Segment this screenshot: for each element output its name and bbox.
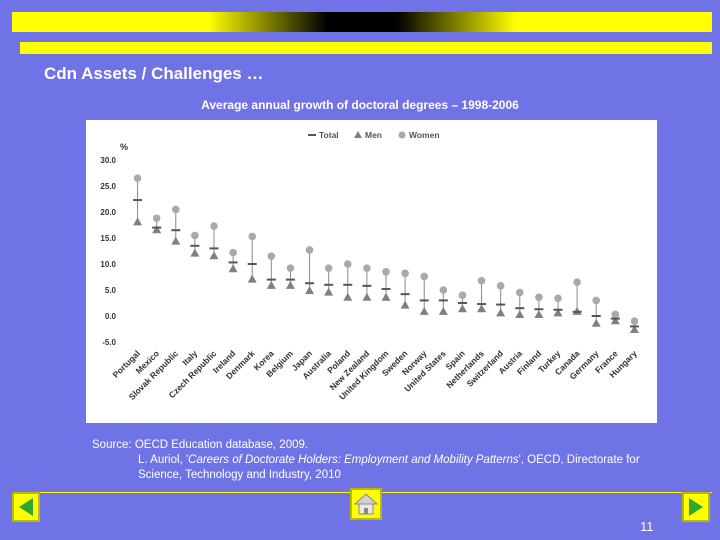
women-point xyxy=(152,214,161,223)
men-point xyxy=(629,325,639,334)
women-point xyxy=(515,288,524,297)
women-point xyxy=(401,269,409,278)
men-point xyxy=(285,280,295,289)
men-point xyxy=(457,304,467,313)
y-tick-label: 10.0 xyxy=(100,260,116,269)
source-line-1: Source: OECD Education database, 2009. xyxy=(92,439,309,451)
next-slide-button[interactable] xyxy=(682,492,710,522)
y-tick-label: 25.0 xyxy=(100,182,116,191)
men-point xyxy=(305,286,315,295)
men-point xyxy=(381,292,391,301)
women-point xyxy=(420,272,429,281)
women-point xyxy=(477,276,486,285)
women-point xyxy=(229,248,237,257)
women-point xyxy=(133,174,142,182)
arrow-right-icon xyxy=(689,498,703,516)
women-point xyxy=(267,252,276,260)
top-decorative-bar xyxy=(12,12,712,32)
doctoral-growth-chart: % 30.0 25.0 20.0 15.0 10.0 5.0 0.0 -5.0 Total Men W… xyxy=(100,130,639,402)
women-point xyxy=(191,231,199,240)
y-tick-label: 20.0 xyxy=(100,208,116,217)
y-axis-unit-label: % xyxy=(120,142,128,152)
men-point xyxy=(247,274,257,283)
men-point xyxy=(496,308,506,317)
y-tick-label: -5.0 xyxy=(102,338,116,347)
women-point xyxy=(630,317,639,325)
women-point xyxy=(535,293,543,302)
arrow-left-icon xyxy=(19,498,33,516)
source-line-2-suffix: ', OECD, Directorate for xyxy=(518,454,640,466)
legend-label: Women xyxy=(409,130,440,140)
women-point xyxy=(324,264,333,272)
men-point xyxy=(477,304,487,313)
source-line-2-prefix: L. Auriol, ' xyxy=(138,454,189,466)
men-point xyxy=(591,318,601,327)
men-point xyxy=(610,316,620,325)
women-point xyxy=(171,205,180,214)
legend-women-marker xyxy=(398,131,406,139)
men-point xyxy=(266,280,276,289)
page-number: 11 xyxy=(640,519,654,534)
slide-title: Cdn Assets / Challenges … xyxy=(44,64,264,83)
home-icon xyxy=(353,493,379,515)
men-point xyxy=(515,309,525,318)
men-point xyxy=(324,287,334,296)
women-point xyxy=(496,282,505,290)
source-note: Source: OECD Education database, 2009. L… xyxy=(92,438,640,483)
women-point xyxy=(363,264,371,272)
men-point xyxy=(419,306,429,315)
women-point xyxy=(611,310,620,319)
men-point xyxy=(553,308,563,317)
women-point xyxy=(305,246,314,254)
y-tick-label: 0.0 xyxy=(105,312,117,321)
women-point xyxy=(286,264,295,272)
men-point xyxy=(152,225,162,234)
men-point xyxy=(362,292,372,301)
men-point xyxy=(171,236,181,245)
men-point xyxy=(133,217,143,226)
y-tick-label: 15.0 xyxy=(100,234,116,243)
men-point xyxy=(209,251,219,260)
women-point xyxy=(573,278,581,286)
source-line-3: Science, Technology and Industry, 2010 xyxy=(138,469,341,481)
women-point xyxy=(382,268,390,276)
men-point xyxy=(534,309,544,318)
men-point xyxy=(190,248,200,257)
legend-label: Men xyxy=(365,130,382,140)
legend-men-marker xyxy=(354,131,362,138)
women-point xyxy=(458,291,467,299)
chart-title: Average annual growth of doctoral degree… xyxy=(201,98,519,112)
source-line-2: L. Auriol, 'Careers of Doctorate Holders… xyxy=(92,453,640,468)
women-point xyxy=(210,222,218,230)
previous-slide-button[interactable] xyxy=(12,492,40,522)
home-button[interactable] xyxy=(350,488,382,520)
men-point xyxy=(438,306,448,315)
legend-label: Total xyxy=(319,130,339,140)
source-line-2-italic: Careers of Doctorate Holders: Employment… xyxy=(188,454,519,466)
men-point xyxy=(228,264,238,273)
men-point xyxy=(400,300,410,309)
y-tick-label: 30.0 xyxy=(100,156,116,165)
secondary-decorative-bar xyxy=(20,42,712,54)
women-point xyxy=(592,296,601,305)
chart-panel: % 30.0 25.0 20.0 15.0 10.0 5.0 0.0 -5.0 Total Men W… xyxy=(86,120,657,423)
women-point xyxy=(248,232,257,241)
men-point xyxy=(343,292,353,301)
y-tick-label: 5.0 xyxy=(105,286,117,295)
women-point xyxy=(343,260,352,268)
women-point xyxy=(439,286,448,294)
women-point xyxy=(554,294,562,303)
